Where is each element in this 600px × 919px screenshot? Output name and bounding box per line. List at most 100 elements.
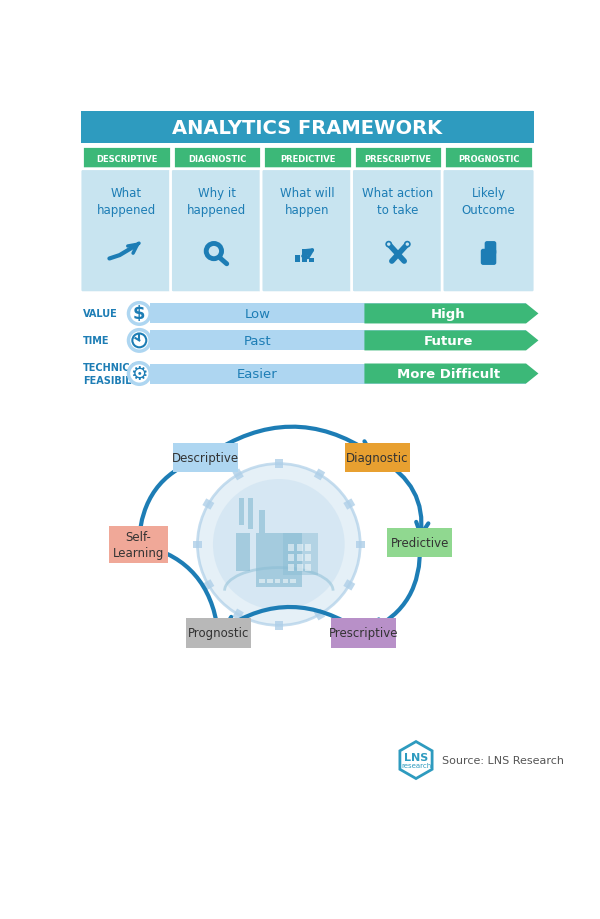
Text: Past: Past: [244, 335, 271, 347]
FancyBboxPatch shape: [331, 618, 396, 648]
FancyBboxPatch shape: [109, 527, 168, 563]
FancyBboxPatch shape: [442, 169, 535, 293]
Bar: [296, 565, 303, 572]
FancyBboxPatch shape: [263, 146, 352, 172]
Bar: [288, 545, 295, 551]
Text: Diagnostic: Diagnostic: [346, 451, 409, 464]
FancyBboxPatch shape: [261, 169, 354, 293]
FancyBboxPatch shape: [481, 249, 496, 266]
FancyBboxPatch shape: [445, 146, 533, 172]
Bar: [202, 580, 214, 591]
Bar: [248, 499, 253, 529]
Polygon shape: [364, 364, 538, 384]
Circle shape: [385, 242, 392, 248]
Bar: [150, 331, 526, 351]
Bar: [343, 499, 355, 510]
FancyBboxPatch shape: [388, 528, 452, 557]
Text: PREDICTIVE: PREDICTIVE: [280, 154, 335, 164]
Text: $: $: [133, 305, 146, 323]
Text: PRESCRIPTIVE: PRESCRIPTIVE: [365, 154, 431, 164]
FancyBboxPatch shape: [354, 146, 442, 172]
Bar: [275, 621, 283, 630]
Bar: [356, 541, 365, 549]
Bar: [343, 580, 355, 591]
Bar: [239, 499, 244, 526]
Text: More Difficult: More Difficult: [397, 368, 500, 380]
Bar: [256, 533, 302, 587]
Text: VALUE: VALUE: [83, 309, 118, 319]
Bar: [295, 255, 301, 263]
Text: What
happened: What happened: [97, 187, 156, 217]
FancyBboxPatch shape: [80, 169, 173, 293]
Text: Descriptive: Descriptive: [172, 451, 239, 464]
Bar: [290, 580, 296, 584]
Text: Likely
Outcome: Likely Outcome: [461, 187, 515, 217]
FancyBboxPatch shape: [344, 443, 410, 472]
Bar: [202, 499, 214, 510]
Bar: [283, 580, 288, 584]
Text: DIAGNOSTIC: DIAGNOSTIC: [188, 154, 246, 164]
FancyBboxPatch shape: [173, 146, 261, 172]
Text: PROGNOSTIC: PROGNOSTIC: [458, 154, 519, 164]
Circle shape: [128, 303, 150, 325]
Circle shape: [406, 244, 409, 246]
Text: What action
to take: What action to take: [362, 187, 434, 217]
Bar: [193, 541, 202, 549]
FancyBboxPatch shape: [170, 169, 263, 293]
Text: TIME: TIME: [83, 336, 109, 346]
FancyBboxPatch shape: [186, 618, 251, 648]
Text: Why it
happened: Why it happened: [187, 187, 247, 217]
Bar: [232, 609, 244, 620]
Bar: [288, 565, 295, 572]
Bar: [314, 609, 325, 620]
Polygon shape: [400, 742, 432, 778]
Circle shape: [404, 242, 411, 248]
Text: Low: Low: [244, 308, 270, 321]
Bar: [267, 580, 272, 584]
Circle shape: [128, 330, 150, 352]
Bar: [288, 555, 295, 562]
Bar: [296, 545, 303, 551]
Text: Self-
Learning: Self- Learning: [113, 530, 164, 560]
FancyBboxPatch shape: [352, 169, 445, 293]
Circle shape: [387, 244, 391, 246]
Text: research: research: [401, 763, 431, 768]
Text: Prognostic: Prognostic: [188, 627, 249, 640]
Bar: [150, 364, 526, 384]
FancyBboxPatch shape: [173, 443, 238, 472]
Text: What will
happen: What will happen: [280, 187, 335, 217]
Text: ⚙: ⚙: [131, 365, 148, 383]
Text: Future: Future: [424, 335, 473, 347]
Text: Source: LNS Research: Source: LNS Research: [442, 755, 563, 766]
Text: Predictive: Predictive: [391, 536, 449, 549]
Bar: [259, 510, 265, 533]
Text: Prescriptive: Prescriptive: [329, 627, 398, 640]
Text: TECHNICAL
FEASIBILITY: TECHNICAL FEASIBILITY: [83, 363, 149, 385]
Bar: [259, 580, 265, 584]
Bar: [236, 533, 250, 572]
Text: ANALYTICS FRAMEWORK: ANALYTICS FRAMEWORK: [172, 119, 443, 138]
Circle shape: [128, 363, 150, 385]
Bar: [232, 469, 244, 481]
Text: DESCRIPTIVE: DESCRIPTIVE: [96, 154, 157, 164]
FancyBboxPatch shape: [82, 146, 170, 172]
Bar: [296, 555, 303, 562]
Bar: [309, 258, 314, 263]
Circle shape: [197, 464, 360, 626]
Bar: [275, 460, 283, 469]
Bar: [305, 565, 311, 572]
Text: LNS: LNS: [404, 752, 428, 762]
FancyBboxPatch shape: [81, 112, 534, 144]
FancyBboxPatch shape: [485, 242, 496, 255]
Circle shape: [213, 480, 345, 610]
Bar: [275, 580, 280, 584]
Polygon shape: [364, 331, 538, 351]
Bar: [283, 533, 317, 575]
Bar: [305, 555, 311, 562]
Bar: [150, 304, 526, 324]
Bar: [314, 469, 325, 481]
Text: Easier: Easier: [237, 368, 278, 380]
Polygon shape: [364, 304, 538, 324]
Bar: [305, 545, 311, 551]
Text: High: High: [431, 308, 466, 321]
